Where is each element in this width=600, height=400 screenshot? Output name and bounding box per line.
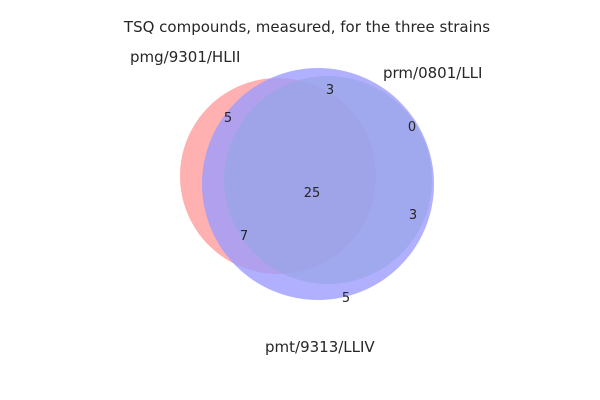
count-pmg-pmt: 7 bbox=[240, 229, 248, 244]
count-all-three: 25 bbox=[304, 186, 321, 201]
count-pmg-prm: 3 bbox=[326, 83, 334, 98]
diagram-title: TSQ compounds, measured, for the three s… bbox=[123, 18, 490, 36]
set-label-pmg: pmg/9301/HLII bbox=[130, 48, 240, 66]
set-label-prm: prm/0801/LLI bbox=[383, 64, 482, 82]
count-prm-only: 0 bbox=[408, 120, 416, 135]
set-circle-pmt bbox=[202, 68, 434, 300]
count-prm-pmt: 3 bbox=[409, 208, 417, 223]
count-pmt-only: 5 bbox=[342, 291, 350, 306]
count-pmg-only: 5 bbox=[224, 111, 232, 126]
set-label-pmt: pmt/9313/LLIV bbox=[265, 338, 375, 356]
